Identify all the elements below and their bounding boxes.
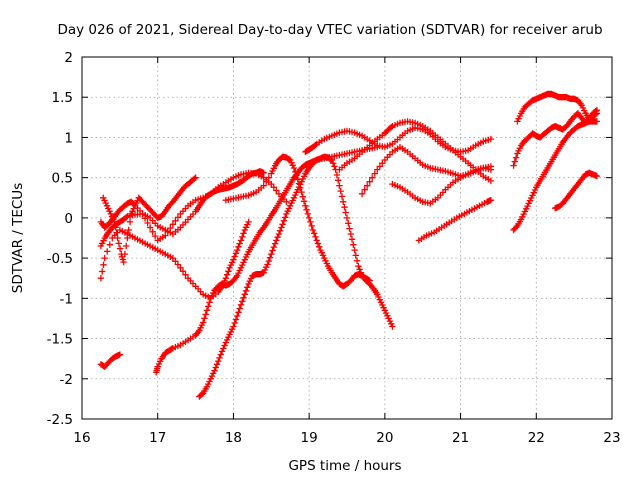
x-tick-label: 18 bbox=[225, 430, 242, 446]
x-axis-label: GPS time / hours bbox=[288, 458, 401, 474]
data-layer bbox=[97, 90, 601, 400]
y-tick-label: -2 bbox=[60, 372, 73, 388]
y-tick-label: -0.5 bbox=[47, 251, 73, 267]
series-arc-f bbox=[153, 143, 381, 376]
series-markers bbox=[97, 351, 124, 370]
grid-layer bbox=[82, 57, 612, 419]
y-axis-label: SDTVAR / TECUs bbox=[10, 183, 26, 293]
y-tick-label: 0 bbox=[64, 211, 73, 227]
y-tick-label: 0.5 bbox=[52, 171, 73, 187]
series-markers bbox=[153, 143, 381, 376]
series-markers bbox=[97, 218, 252, 302]
y-tick-label: -1.5 bbox=[47, 332, 73, 348]
series-arc-q bbox=[552, 169, 601, 212]
series-markers bbox=[415, 197, 495, 244]
x-tick-label: 23 bbox=[603, 430, 620, 446]
y-tick-label: -1 bbox=[60, 291, 73, 307]
series-markers bbox=[336, 118, 495, 185]
series-markers bbox=[97, 169, 290, 244]
series-markers bbox=[389, 164, 495, 207]
series-arc-h bbox=[222, 153, 373, 290]
x-tick-label: 17 bbox=[149, 430, 166, 446]
series-arc-m bbox=[415, 197, 495, 244]
x-tick-label: 21 bbox=[452, 430, 469, 446]
plot-frame bbox=[81, 56, 613, 420]
chart-title: Day 026 of 2021, Sidereal Day-to-day VTE… bbox=[57, 22, 602, 38]
series-arc-c bbox=[97, 169, 290, 244]
tick-layer: 16 17 18 19 20 21 22 23 -2.5 -2 -1.5 -1 -0.5 0 0.5 1 1.5… bbox=[47, 50, 621, 446]
series-markers bbox=[222, 153, 373, 290]
series-arc-p bbox=[514, 90, 601, 125]
series-markers bbox=[196, 153, 396, 400]
y-tick-label: 1 bbox=[64, 130, 73, 146]
x-tick-label: 16 bbox=[73, 430, 90, 446]
y-tick-label: -2.5 bbox=[47, 412, 73, 428]
series-markers bbox=[514, 90, 601, 125]
y-tick-label: 1.5 bbox=[52, 90, 73, 106]
x-tick-label: 20 bbox=[376, 430, 393, 446]
x-tick-label: 19 bbox=[301, 430, 318, 446]
series-arc-j bbox=[336, 118, 495, 185]
series-arc-e bbox=[97, 351, 124, 370]
series-markers bbox=[552, 169, 601, 212]
series-arc-d bbox=[97, 218, 252, 302]
x-tick-label: 22 bbox=[528, 430, 545, 446]
series-arc-g bbox=[196, 153, 396, 400]
y-tick-label: 2 bbox=[64, 50, 73, 66]
series-arc-l bbox=[389, 164, 495, 207]
